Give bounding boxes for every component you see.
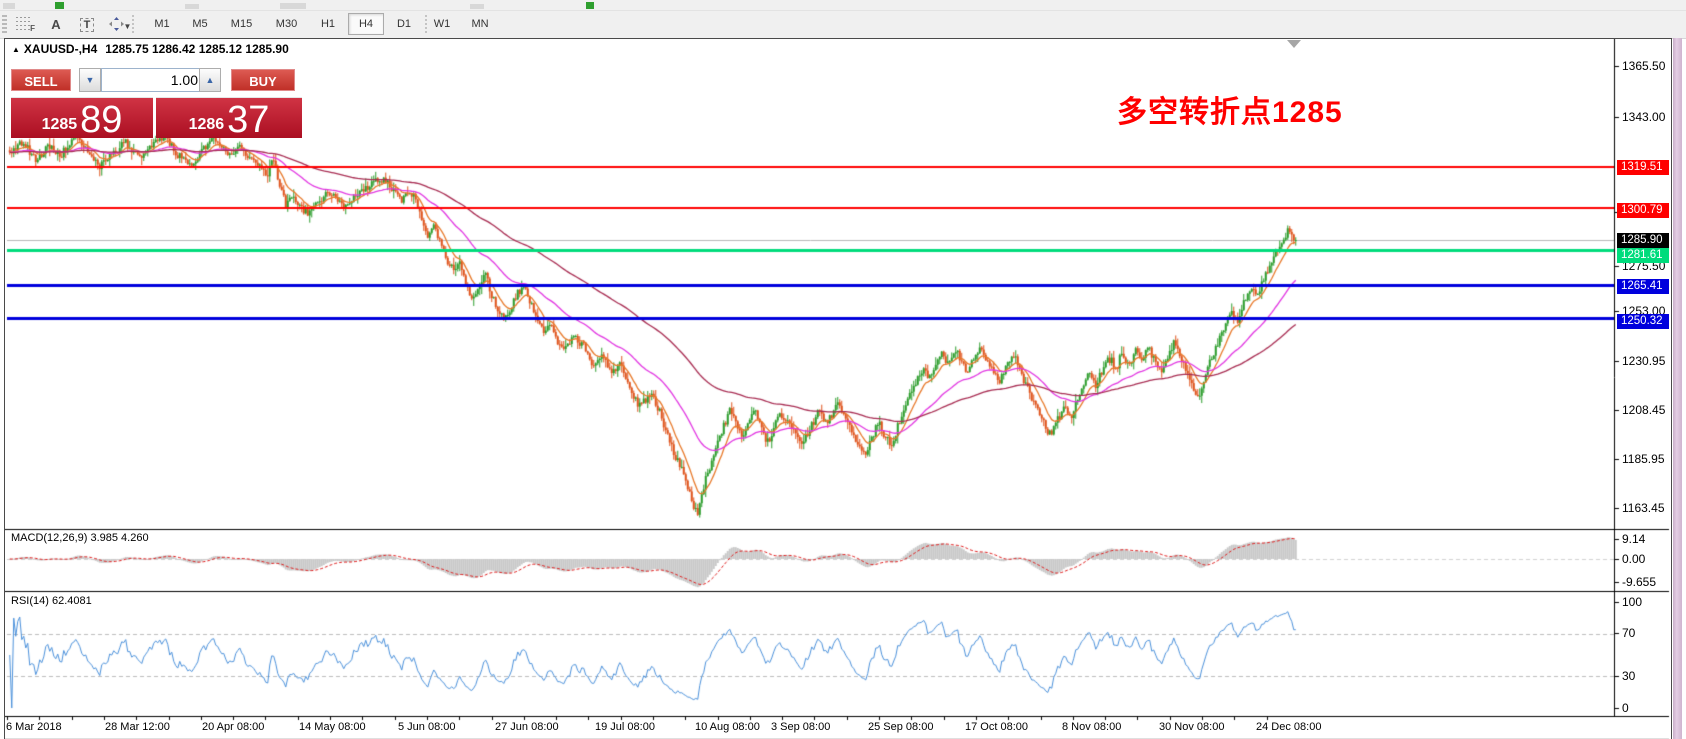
ohlc-values: 1285.75 1286.42 1285.12 1285.90 [105, 42, 289, 56]
rsi-axis-tick: 30 [1622, 669, 1636, 683]
time-axis-label: 14 May 08:00 [299, 721, 366, 733]
time-axis-label: 27 Jun 08:00 [495, 721, 559, 733]
timeframe-m30[interactable]: M30 [265, 13, 308, 35]
chart-title: ▲ XAUUSD-,H4 1285.75 1286.42 1285.12 1285.… [12, 42, 289, 56]
timeframe-d1[interactable]: D1 [386, 13, 422, 35]
toolbar-separator [132, 15, 134, 34]
price-tick: 1343.00 [1622, 110, 1666, 124]
timeframe-w1[interactable]: W1 [424, 13, 460, 35]
collapse-arrow-icon[interactable]: ▲ [12, 45, 20, 54]
buy-button[interactable]: BUY [231, 69, 295, 91]
time-axis-label: 25 Sep 08:00 [868, 721, 934, 733]
text-label-tool-button[interactable]: A [44, 13, 68, 35]
time-axis-label: 19 Jul 08:00 [595, 721, 655, 733]
time-axis-label: 30 Nov 08:00 [1159, 721, 1225, 733]
time-axis-label: 3 Sep 08:00 [771, 721, 831, 733]
chart-window: ▲ XAUUSD-,H4 1285.75 1286.42 1285.12 1285.… [4, 38, 1672, 739]
toolbar-grip[interactable] [2, 15, 7, 34]
time-axis-label: 6 Mar 2018 [6, 721, 62, 733]
rsi-axis-tick: 0 [1622, 701, 1629, 715]
chart-shift-marker-icon[interactable] [1287, 40, 1301, 48]
time-axis-label: 5 Jun 08:00 [398, 721, 456, 733]
sell-button[interactable]: SELL [11, 69, 71, 91]
price-tick: 1365.50 [1622, 59, 1666, 73]
sell-price-big: 89 [80, 99, 123, 141]
volume-decrease-button[interactable]: ▼ [79, 68, 101, 92]
toolbar: F A T ▼ M1 M5 M15 M30 H1 H4 D1 W1 MN [0, 11, 1686, 39]
timeframe-h4[interactable]: H4 [348, 13, 384, 35]
price-tag-1250.32: 1250.32 [1617, 313, 1669, 329]
text-tool-icon: T [79, 17, 95, 32]
current-price-tag: 1285.90 [1617, 233, 1669, 249]
clipped-icon [55, 2, 64, 9]
price-tag-1319.51: 1319.51 [1617, 159, 1669, 175]
annotation-text[interactable]: 多空转折点1285 [1117, 96, 1343, 129]
rsi-label: RSI(14) 62.4081 [11, 595, 92, 607]
time-axis-label: 24 Dec 08:00 [1256, 721, 1322, 733]
clipped-icon [185, 4, 199, 9]
clipped-toolbar [0, 0, 1686, 11]
buy-price-big: 37 [227, 99, 270, 141]
time-axis-label: 17 Oct 08:00 [965, 721, 1028, 733]
text-tool-button[interactable]: T [74, 13, 100, 35]
symbol-label: XAUUSD-,H4 [23, 42, 98, 56]
clipped-icon [280, 3, 306, 9]
price-tick: 1185.95 [1622, 452, 1665, 466]
timeframe-h1[interactable]: H1 [310, 13, 346, 35]
time-axis-label: 10 Aug 08:00 [695, 721, 760, 733]
one-click-trading-panel: SELL ▼ ▲ BUY 1285 89 1286 37 [9, 61, 302, 141]
price-tick: 1163.45 [1622, 501, 1665, 515]
clipped-icon [586, 2, 594, 9]
volume-input[interactable] [101, 68, 203, 92]
clipped-icon [470, 4, 484, 9]
clipped-icon [3, 3, 15, 9]
time-axis-label: 8 Nov 08:00 [1062, 721, 1122, 733]
toolbar-separator [425, 15, 427, 34]
price-tick: 1230.95 [1622, 354, 1666, 368]
arrows-icon [108, 16, 124, 31]
timeframe-m1[interactable]: M1 [144, 13, 180, 35]
price-tag-1265.41: 1265.41 [1617, 278, 1669, 294]
timeframe-m5[interactable]: M5 [182, 13, 218, 35]
arrow-tools-dropdown-button[interactable]: ▼ [104, 13, 136, 35]
fibonacci-tool-button[interactable]: F [12, 13, 38, 35]
macd-axis-tick: 0.00 [1622, 552, 1646, 566]
buy-price-box[interactable]: 1286 37 [156, 97, 302, 141]
window-edge-scrollbar[interactable] [1673, 38, 1682, 739]
time-axis-label: 28 Mar 12:00 [105, 721, 170, 733]
rsi-axis-tick: 100 [1622, 595, 1643, 609]
timeframe-mn[interactable]: MN [462, 13, 498, 35]
macd-label: MACD(12,26,9) 3.985 4.260 [11, 532, 149, 544]
chart-canvas[interactable] [5, 39, 1671, 739]
sell-price-small: 1285 [41, 116, 78, 133]
price-tag-1300.79: 1300.79 [1617, 202, 1669, 218]
macd-axis-tick: 9.14 [1622, 532, 1646, 546]
price-tick: 1208.45 [1622, 403, 1666, 417]
volume-increase-button[interactable]: ▲ [199, 68, 221, 92]
price-tag-1281.61: 1281.61 [1617, 247, 1669, 263]
sell-price-box[interactable]: 1285 89 [11, 97, 153, 141]
time-axis-label: 20 Apr 08:00 [202, 721, 265, 733]
timeframe-m15[interactable]: M15 [220, 13, 263, 35]
macd-axis-tick: -9.655 [1622, 575, 1657, 589]
fibonacci-icon: F [16, 16, 35, 33]
rsi-axis-tick: 70 [1622, 626, 1636, 640]
buy-price-small: 1286 [188, 116, 225, 133]
